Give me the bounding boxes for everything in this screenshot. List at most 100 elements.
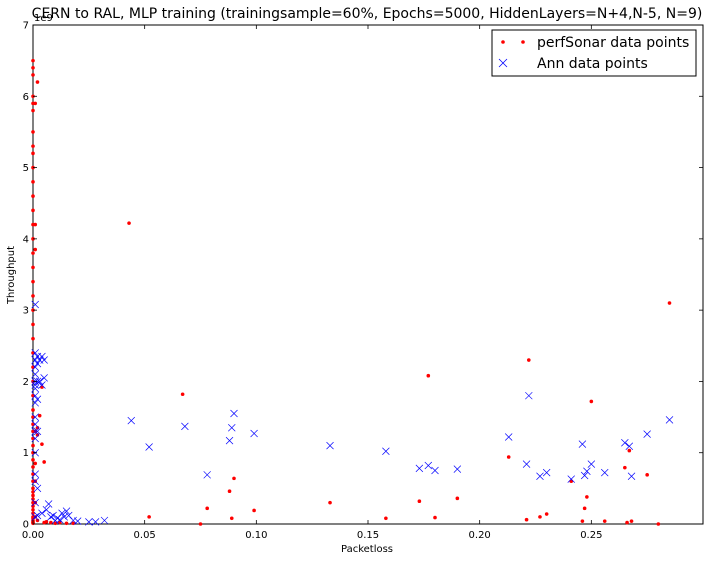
ann-data-point — [64, 511, 73, 520]
legend-entry-ann: Ann data points — [498, 56, 648, 72]
perfsonar-data-point — [71, 521, 75, 526]
perfsonar-data-point — [31, 322, 35, 327]
ann-data-point — [38, 352, 46, 361]
ann-data-point — [31, 300, 39, 309]
perfsonar-data-point — [625, 520, 629, 525]
perfsonar-data-point — [31, 265, 35, 270]
ann-data-point — [453, 465, 462, 473]
legend-label-perfsonar: perfSonar data points — [537, 35, 689, 51]
perfsonar-data-point — [198, 522, 203, 526]
ann-data-point — [31, 370, 39, 379]
ann-data-point — [230, 409, 238, 418]
perfsonar-data-point — [31, 73, 35, 77]
perfsonar-data-point — [31, 65, 35, 70]
perfsonar-data-point — [544, 512, 549, 516]
ann-data-point — [228, 424, 236, 432]
ann-data-point — [44, 500, 53, 508]
ann-data-point — [31, 349, 39, 357]
perfsonar-data-point — [147, 515, 151, 519]
ann-data-point — [31, 427, 39, 436]
perfsonar-data-point — [227, 489, 232, 494]
perfsonar-data-point — [229, 516, 234, 521]
perfsonar-data-point — [33, 461, 38, 466]
perfsonar-data-point — [627, 448, 632, 453]
ann-data-point — [60, 513, 69, 521]
ann-data-point — [73, 517, 82, 525]
perfsonar-data-point — [31, 58, 35, 63]
x-tick-label: 0.20 — [469, 530, 491, 541]
x-tick-label: 0.05 — [134, 530, 156, 541]
y-axis-label: Throughput — [6, 246, 17, 305]
ann-data-point — [31, 470, 39, 478]
perfsonar-data-point — [31, 490, 35, 494]
ann-data-point — [415, 464, 424, 473]
perfsonar-data-point — [31, 251, 35, 255]
y-tick-label: 3 — [23, 306, 29, 317]
ann-data-point — [431, 466, 439, 475]
legend: perfSonar data points Ann data points — [491, 29, 697, 77]
ann-data-point — [40, 374, 48, 382]
perfsonar-data-point — [629, 519, 634, 523]
x-tick-label: 0.25 — [580, 530, 602, 541]
perfsonar-data-point — [384, 516, 388, 521]
ann-data-point — [40, 356, 48, 364]
ann-data-point — [33, 377, 42, 386]
perfsonar-data-point — [433, 515, 437, 520]
ann-data-point — [33, 427, 42, 436]
perfsonar-data-point — [40, 442, 44, 446]
perfsonar-data-point — [602, 519, 607, 523]
y-tick-label: 7 — [23, 21, 29, 32]
y-tick-label: 2 — [23, 377, 29, 388]
ann-data-point — [31, 513, 39, 521]
ann-data-point — [665, 416, 674, 424]
ann-data-point — [58, 509, 66, 518]
perfsonar-data-point — [31, 151, 35, 156]
ann-data-point — [31, 399, 39, 407]
perfsonar-data-point — [37, 413, 42, 418]
ann-data-point — [53, 514, 62, 523]
ann-data-point — [31, 420, 39, 428]
ann-data-point — [85, 518, 93, 526]
perfsonar-data-point — [31, 443, 35, 448]
perfsonar-data-point — [656, 522, 661, 526]
ann-data-point — [643, 430, 651, 438]
y-tick-label: 1 — [23, 448, 29, 459]
perfsonar-data-point — [426, 373, 431, 378]
legend-marker-perfsonar-1 — [501, 40, 505, 44]
perfsonar-data-point — [524, 517, 529, 522]
legend-label-ann: Ann data points — [537, 56, 648, 72]
y-tick-label: 0 — [23, 520, 29, 531]
ann-data-point — [580, 471, 589, 480]
perfsonar-data-point — [31, 108, 35, 113]
ann-data-point — [62, 507, 71, 515]
ann-data-point — [100, 516, 109, 525]
perfsonar-data-point — [31, 294, 35, 298]
perfsonar-data-point — [417, 499, 422, 503]
perfsonar-data-point — [667, 301, 672, 305]
ann-data-point — [38, 509, 46, 518]
ann-data-point — [587, 460, 596, 468]
ann-data-point — [56, 515, 64, 524]
ann-data-point — [203, 471, 211, 479]
x-tick-label: 0.00 — [22, 530, 44, 541]
perfsonar-data-point — [31, 130, 35, 134]
perfsonar-data-point — [31, 507, 35, 512]
ann-data-point — [583, 467, 591, 475]
ann-data-point — [424, 461, 433, 470]
ann-data-point — [35, 377, 44, 386]
ann-data-point — [567, 475, 575, 483]
ann-data-point — [31, 391, 39, 400]
y-axis-ticks: 0 1 2 3 4 5 6 7 — [23, 21, 703, 531]
perfsonar-data-point — [623, 465, 627, 470]
perfsonar-data-point — [31, 465, 35, 469]
perfsonar-data-point — [127, 221, 131, 225]
ann-data-point — [250, 429, 258, 438]
ann-data-point — [621, 438, 629, 447]
perfsonar-data-point — [580, 519, 585, 523]
perfsonar-data-point — [35, 80, 40, 84]
perfsonar-data-point — [645, 473, 649, 477]
perfsonar-data-point — [506, 455, 511, 459]
perfsonar-data-point — [31, 408, 35, 412]
x-axis-label: Packetloss — [341, 544, 393, 555]
